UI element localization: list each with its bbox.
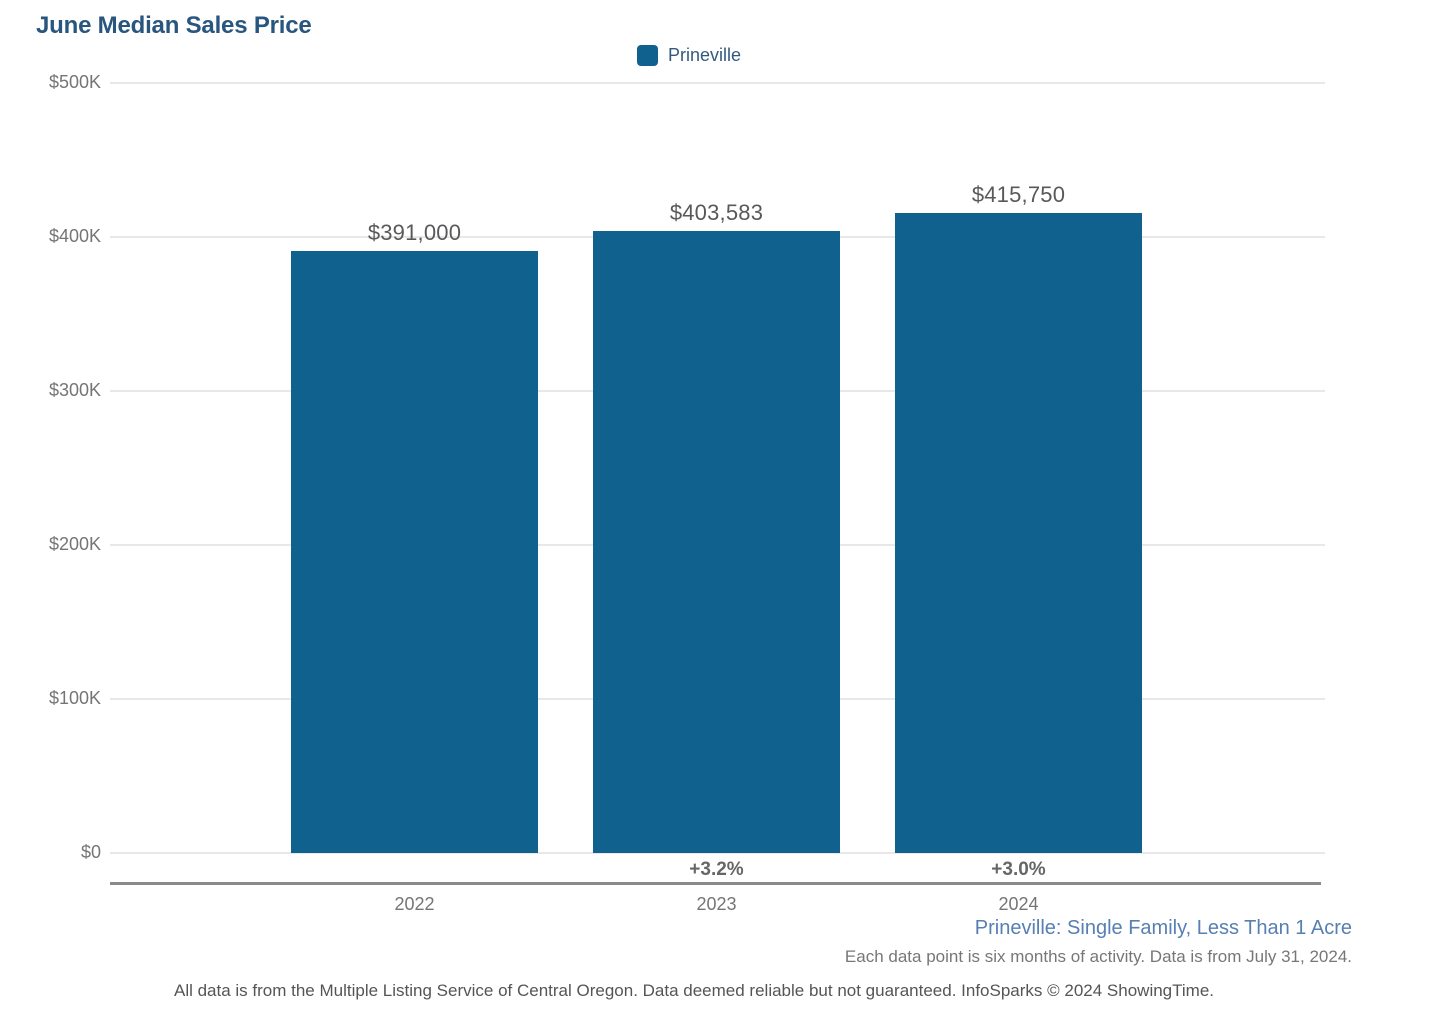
legend-swatch-icon: [637, 45, 658, 66]
disclaimer: All data is from the Multiple Listing Se…: [173, 981, 1214, 1000]
data-note: Each data point is six months of activit…: [844, 947, 1352, 966]
y-tick-label: $100K: [48, 688, 101, 708]
bar-value-label: $415,750: [971, 181, 1066, 207]
pct-change-label: +3.2%: [689, 859, 744, 880]
y-tick-label: $400K: [48, 226, 101, 246]
bar-2022: [291, 250, 538, 853]
x-tick-label: 2022: [394, 894, 435, 914]
bar-2023: [593, 231, 840, 853]
bar-value-label: $403,583: [669, 200, 764, 226]
x-tick-label: 2023: [696, 894, 737, 914]
chart-title: June Median Sales Price: [36, 12, 312, 39]
y-tick-label: $200K: [48, 534, 101, 554]
gridline: [110, 82, 1325, 84]
y-tick-label: $500K: [48, 72, 101, 92]
x-tick-label: 2024: [998, 894, 1039, 914]
bar-2024: [895, 212, 1142, 853]
gridline: [110, 852, 1325, 854]
legend-label: Prineville: [668, 45, 742, 65]
series-caption: Prineville: Single Family, Less Than 1 A…: [974, 917, 1352, 939]
y-tick-label: $300K: [48, 380, 101, 400]
x-axis-line: [110, 882, 1321, 885]
bar-value-label: $391,000: [367, 219, 462, 245]
legend: Prineville: [637, 45, 741, 66]
y-tick-label: $0: [80, 842, 101, 862]
pct-change-label: +3.0%: [991, 859, 1046, 880]
